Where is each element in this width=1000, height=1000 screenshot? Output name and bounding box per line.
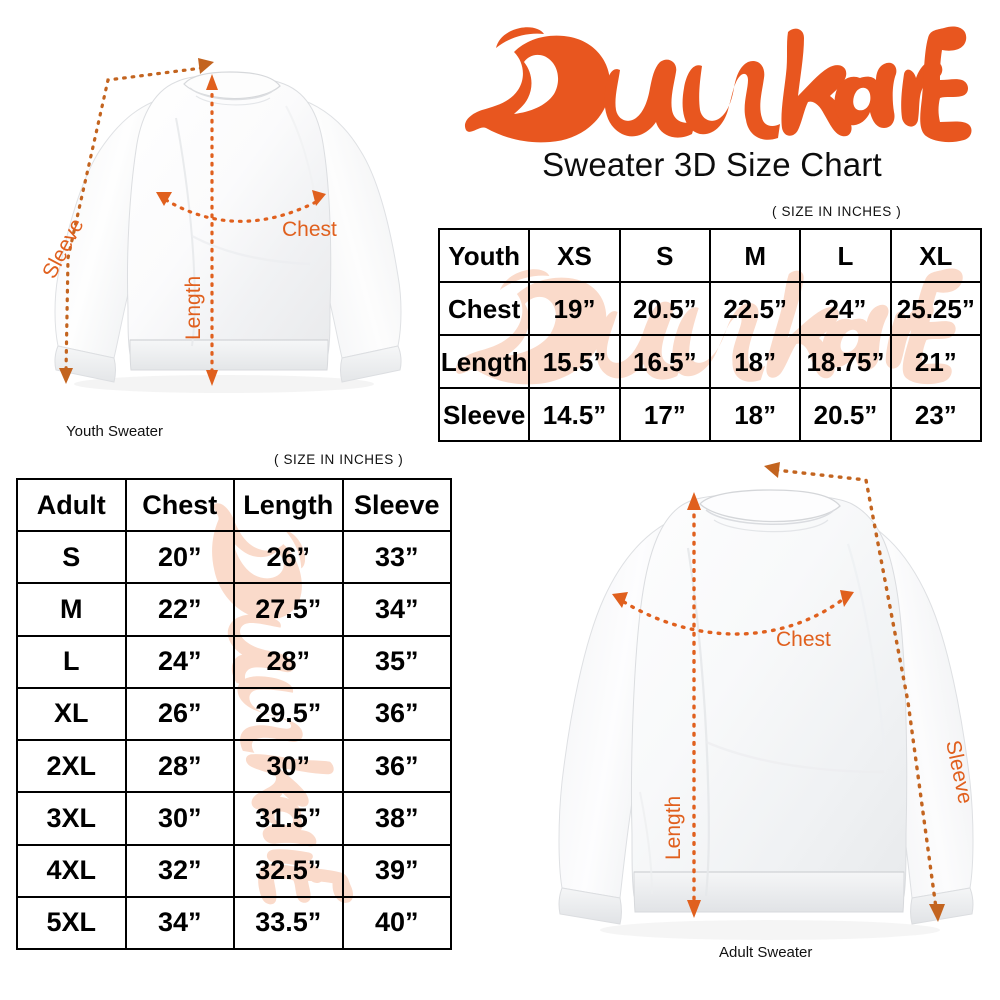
adult-size-s: S xyxy=(16,530,127,585)
youth-length-xs: 15.5” xyxy=(528,334,621,389)
adult-chest-4xl: 32” xyxy=(124,843,235,898)
youth-corner-label: Youth xyxy=(437,228,531,283)
adult-chest-2xl: 28” xyxy=(124,739,235,794)
youth-length-s: 16.5” xyxy=(618,334,711,389)
brand-logo xyxy=(452,18,972,148)
table-row: 5XL 34” 33.5” 40” xyxy=(16,895,452,951)
youth-sleeve-s: 17” xyxy=(618,387,711,442)
table-row: 3XL 30” 31.5” 38” xyxy=(16,791,452,846)
adult-sleeve-2xl: 36” xyxy=(341,739,452,794)
youth-col-l: L xyxy=(799,228,892,283)
adult-size-4xl: 4XL xyxy=(16,843,127,898)
adult-chest-5xl: 34” xyxy=(124,895,235,951)
youth-sweater-illustration: Length Chest Sleeve xyxy=(24,40,424,400)
adult-length-s: 26” xyxy=(233,530,344,585)
table-row: Length 15.5” 16.5” 18” 18.75” 21” xyxy=(437,334,983,389)
adult-sweater-illustration: Length Chest Sleeve xyxy=(548,452,992,952)
youth-chest-l: 24” xyxy=(799,281,892,336)
adult-length-5xl: 33.5” xyxy=(233,895,344,951)
adult-size-2xl: 2XL xyxy=(16,739,127,794)
youth-length-l: 18.75” xyxy=(799,334,892,389)
adult-length-3xl: 31.5” xyxy=(233,791,344,846)
adult-col-length: Length xyxy=(233,477,344,533)
adult-chest-s: 20” xyxy=(124,530,235,585)
youth-sleeve-xs: 14.5” xyxy=(528,387,621,442)
adult-size-l: L xyxy=(16,634,127,689)
youth-col-xl: XL xyxy=(889,228,983,283)
youth-length-m: 18” xyxy=(708,334,802,389)
youth-sweater-caption: Youth Sweater xyxy=(66,423,164,440)
adult-size-3xl: 3XL xyxy=(16,791,127,846)
table-row: M 22” 27.5” 34” xyxy=(16,582,452,637)
adult-size-xl: XL xyxy=(16,686,127,742)
page-title: Sweater 3D Size Chart xyxy=(542,146,882,183)
table-row: L 24” 28” 35” xyxy=(16,634,452,689)
adult-sleeve-s: 33” xyxy=(341,530,452,585)
adult-sweater-caption: Adult Sweater xyxy=(719,944,813,961)
youth-row-label-chest: Chest xyxy=(437,281,531,336)
youth-unit-note: ( SIZE IN INCHES ) xyxy=(772,204,902,219)
adult-corner-label: Adult xyxy=(16,477,127,533)
youth-col-xs: XS xyxy=(528,228,621,283)
youth-sleeve-xl: 23” xyxy=(889,387,983,442)
adult-length-2xl: 30” xyxy=(233,739,344,794)
adult-size-5xl: 5XL xyxy=(16,895,127,951)
youth-size-table: Youth XS S M L XL Chest 19” 20.5” 22.5” … xyxy=(437,228,983,442)
adult-sleeve-xl: 36” xyxy=(341,686,452,742)
table-row: S 20” 26” 33” xyxy=(16,530,452,585)
youth-sleeve-m: 18” xyxy=(708,387,802,442)
adult-length-xl: 29.5” xyxy=(233,686,344,742)
adult-sleeve-5xl: 40” xyxy=(341,895,452,951)
table-row: 2XL 28” 30” 36” xyxy=(16,739,452,794)
table-row: Chest 19” 20.5” 22.5” 24” 25.25” xyxy=(437,281,983,336)
youth-chest-xl: 25.25” xyxy=(889,281,983,336)
adult-chest-m: 22” xyxy=(124,582,235,637)
table-header-row: Adult Chest Length Sleeve xyxy=(16,477,452,533)
youth-row-label-length: Length xyxy=(437,334,531,389)
youth-length-xl: 21” xyxy=(889,334,983,389)
youth-sleeve-l: 20.5” xyxy=(799,387,892,442)
adult-size-table: Adult Chest Length Sleeve S 20” 26” 33” … xyxy=(16,477,452,951)
youth-chest-s: 20.5” xyxy=(618,281,711,336)
adult-chest-3xl: 30” xyxy=(124,791,235,846)
youth-row-label-sleeve: Sleeve xyxy=(437,387,531,442)
adult-length-m: 27.5” xyxy=(233,582,344,637)
adult-chest-label: Chest xyxy=(776,628,831,651)
adult-size-m: M xyxy=(16,582,127,637)
adult-unit-note: ( SIZE IN INCHES ) xyxy=(274,452,404,467)
adult-sleeve-m: 34” xyxy=(341,582,452,637)
adult-chest-l: 24” xyxy=(124,634,235,689)
adult-col-sleeve: Sleeve xyxy=(341,477,452,533)
table-row: 4XL 32” 32.5” 39” xyxy=(16,843,452,898)
adult-length-l: 28” xyxy=(233,634,344,689)
adult-sleeve-3xl: 38” xyxy=(341,791,452,846)
youth-chest-m: 22.5” xyxy=(708,281,802,336)
youth-length-label: Length xyxy=(182,276,205,340)
youth-col-m: M xyxy=(708,228,802,283)
table-row: Sleeve 14.5” 17” 18” 20.5” 23” xyxy=(437,387,983,442)
adult-chest-xl: 26” xyxy=(124,686,235,742)
youth-col-s: S xyxy=(618,228,711,283)
adult-length-4xl: 32.5” xyxy=(233,843,344,898)
adult-length-label: Length xyxy=(662,796,685,860)
adult-sleeve-l: 35” xyxy=(341,634,452,689)
youth-chest-label: Chest xyxy=(282,218,337,241)
adult-sleeve-4xl: 39” xyxy=(341,843,452,898)
table-row: XL 26” 29.5” 36” xyxy=(16,686,452,742)
table-header-row: Youth XS S M L XL xyxy=(437,228,983,283)
adult-col-chest: Chest xyxy=(124,477,235,533)
youth-chest-xs: 19” xyxy=(528,281,621,336)
